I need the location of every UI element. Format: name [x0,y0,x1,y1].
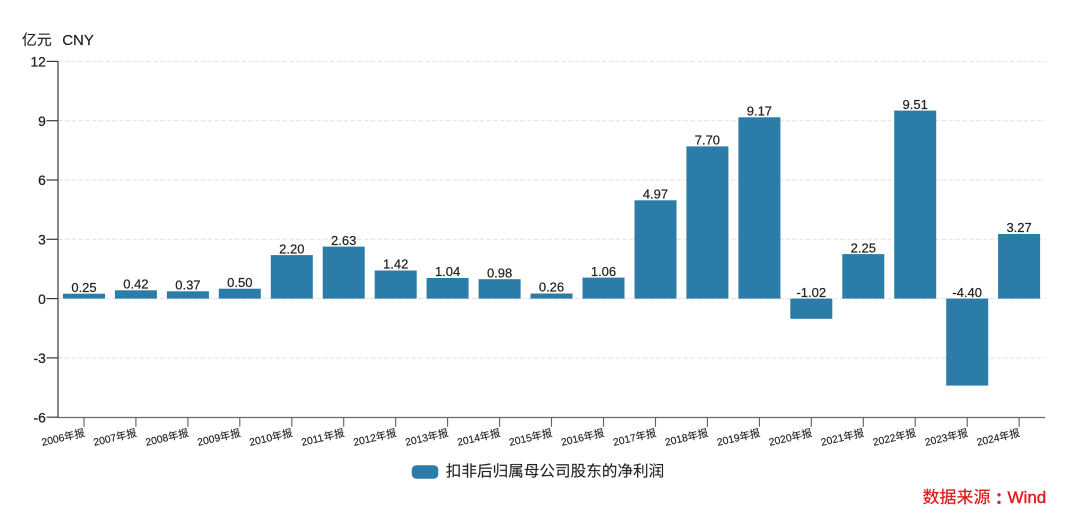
svg-text:2.63: 2.63 [331,233,356,248]
svg-text:2016: 2016 [560,433,585,449]
svg-text:2024: 2024 [976,433,1001,449]
svg-text:0.25: 0.25 [71,280,96,295]
svg-text:2019: 2019 [716,433,741,449]
svg-text:2012: 2012 [352,433,377,449]
svg-text:0: 0 [38,292,46,307]
svg-text:2017: 2017 [612,433,637,449]
svg-text:2015: 2015 [508,433,533,449]
svg-text:0.26: 0.26 [539,280,564,295]
svg-text:-4.40: -4.40 [952,285,982,300]
svg-text:2018: 2018 [664,433,689,449]
svg-text:9.17: 9.17 [747,104,772,119]
svg-text:1.42: 1.42 [383,257,408,272]
svg-text:1.04: 1.04 [435,264,460,279]
svg-text:3: 3 [38,233,46,248]
svg-text:2007: 2007 [93,433,118,449]
svg-text:3.27: 3.27 [1006,220,1031,235]
svg-text:Wind: Wind [1008,488,1047,507]
svg-text:2011: 2011 [300,433,324,449]
svg-text:4.97: 4.97 [643,187,668,202]
svg-text:-3: -3 [34,351,47,366]
svg-text:9: 9 [38,114,46,129]
svg-text:-6: -6 [34,410,47,425]
svg-text:9.51: 9.51 [903,97,928,112]
svg-text:2.20: 2.20 [279,241,304,256]
svg-text:0.37: 0.37 [175,278,200,293]
svg-text:2008: 2008 [145,433,170,449]
svg-text:2.25: 2.25 [851,240,876,255]
svg-text:2010: 2010 [248,433,273,449]
svg-text:12: 12 [30,55,45,70]
svg-text:2023: 2023 [924,433,949,449]
svg-text:0.42: 0.42 [123,277,148,292]
svg-text:-1.02: -1.02 [796,285,826,300]
svg-text:7.70: 7.70 [695,133,720,148]
svg-text:2020: 2020 [768,433,793,449]
svg-text:6: 6 [38,173,46,188]
svg-text:2022: 2022 [872,433,897,449]
svg-text:0.50: 0.50 [227,275,252,290]
svg-text:0.98: 0.98 [487,265,512,280]
svg-text:CNY: CNY [62,32,94,49]
svg-text:2006: 2006 [41,433,66,449]
svg-text:2009: 2009 [196,433,221,449]
svg-text:1.06: 1.06 [591,264,616,279]
svg-text:2014: 2014 [456,433,481,449]
svg-text:2013: 2013 [404,433,429,449]
svg-text:2021: 2021 [820,433,845,449]
